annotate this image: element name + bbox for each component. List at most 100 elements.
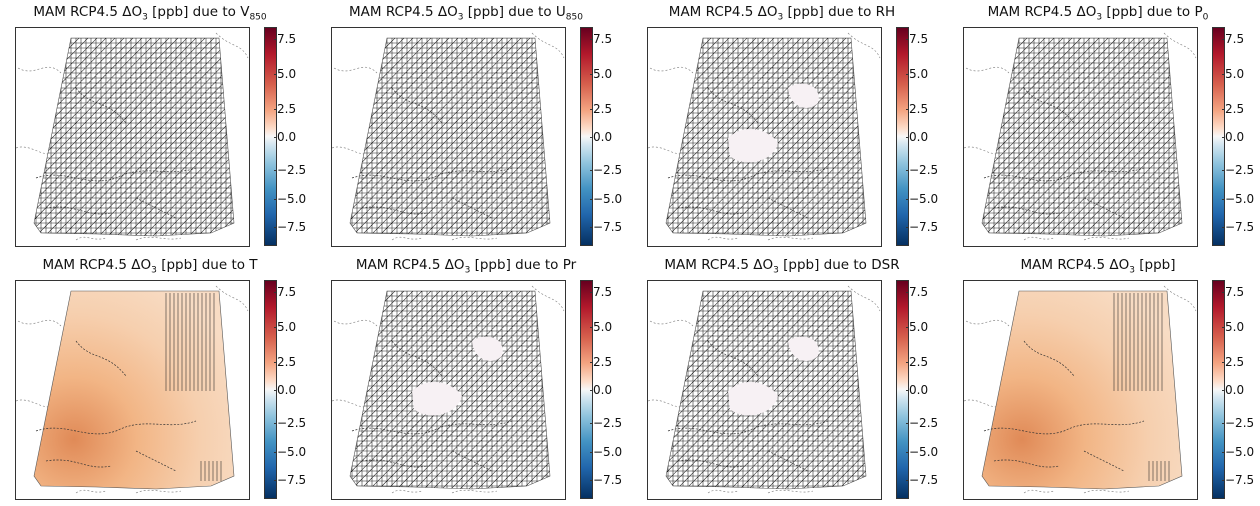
colorbar-tick-label: 2.5: [1221, 102, 1245, 116]
map-svg: [648, 32, 881, 241]
colorbar-tick-label: 2.5: [589, 102, 613, 116]
title-text: [ppb]: [1134, 257, 1176, 273]
title-text: MAM RCP4.5 ΔO: [1020, 257, 1130, 273]
significance-hatching: [165, 293, 222, 481]
colorbar-tick-label: −2.5: [1221, 416, 1255, 430]
title-subscript: 3: [464, 265, 471, 276]
title-text: [ppb] due to Pr: [470, 257, 577, 273]
coastline: [16, 285, 249, 494]
colorbar: [896, 27, 909, 246]
map-panel: MAM RCP4.5 ΔO3 [ppb] due to Pr 7.5 5.0 2.5 0…: [316, 253, 631, 506]
title-text: MAM RCP4.5 ΔO: [355, 257, 465, 273]
panel-title: MAM RCP4.5 ΔO3 [ppb]: [948, 257, 1248, 276]
map-panel: MAM RCP4.5 ΔO3 [ppb] due to T 7.5 5.0 2.5 0.…: [0, 253, 315, 506]
colorbar-tick-label: 5.0: [905, 67, 929, 81]
unhatched-region: [728, 83, 819, 163]
colorbar-tick-label: 0.0: [589, 130, 613, 144]
title-text: [ppb] due to V: [147, 4, 250, 20]
state-boundaries: [983, 340, 1145, 472]
title-subscript: 3: [457, 12, 464, 23]
colorbar-tick-label: 2.5: [905, 102, 929, 116]
title-text: [ppb] due to U: [463, 4, 566, 20]
colorbar-tick-label: 7.5: [589, 32, 613, 46]
colorbar-tick-label: 0.0: [273, 130, 297, 144]
colorbar-tick-label: −7.5: [1221, 473, 1255, 487]
title-subscript: 3: [151, 265, 157, 276]
significance-hatching: [1113, 293, 1170, 481]
colorbar-tick-label: −5.0: [273, 192, 307, 206]
hatch-lines: [1113, 293, 1170, 481]
colorbar-tick-label: 0.0: [1221, 130, 1245, 144]
map-panel: MAM RCP4.5 ΔO3 [ppb] due to RH 7.5 5.0 2.5 0…: [632, 0, 947, 253]
map-svg: [332, 285, 565, 494]
colorbar-tick-label: −5.0: [1221, 192, 1255, 206]
title-subscript: 850: [249, 12, 267, 23]
colorbar-tick-label: 7.5: [273, 32, 297, 46]
panel-title: MAM RCP4.5 ΔO3 [ppb] due to V850: [0, 4, 300, 23]
unhatched-region: [412, 336, 503, 416]
hatch-lines: [165, 293, 222, 481]
state-boundaries: [667, 340, 829, 472]
significance-hatching: [666, 291, 866, 489]
map-panel: MAM RCP4.5 ΔO3 [ppb] due to U850 7.5 5.0 2.…: [316, 0, 631, 253]
coastline: [964, 32, 1197, 241]
colorbar-tick-label: −2.5: [1221, 163, 1255, 177]
state-boundaries: [35, 340, 197, 472]
coastline: [648, 285, 881, 494]
title-subscript: 0: [1202, 12, 1209, 23]
significance-hatching: [350, 291, 550, 489]
coastline: [16, 32, 249, 241]
title-text: MAM RCP4.5 ΔO: [668, 4, 778, 20]
colorbar-tick-label: 7.5: [905, 32, 929, 46]
colorbar-tick-label: −5.0: [589, 192, 623, 206]
model-domain: [33, 290, 235, 490]
title-text: MAM RCP4.5 ΔO: [987, 4, 1097, 20]
colorbar-tick-label: −7.5: [273, 220, 307, 234]
map-area: [15, 280, 250, 500]
colorbar-tick-label: 0.0: [589, 383, 613, 397]
map-area: [963, 27, 1198, 247]
colorbar-tick-label: 5.0: [589, 320, 613, 334]
title-text: MAM RCP4.5 ΔO: [349, 4, 458, 20]
coastline: [332, 32, 565, 241]
map-panel: MAM RCP4.5 ΔO3 [ppb] due to V850 7.5 5.0 2.…: [0, 0, 315, 253]
map-area: [331, 27, 566, 247]
map-area: [331, 280, 566, 500]
state-boundaries: [983, 87, 1145, 219]
colorbar-tick-label: −2.5: [905, 416, 939, 430]
map-svg: [16, 32, 249, 241]
colorbar-tick-label: 5.0: [1221, 320, 1245, 334]
colorbar-tick-label: 7.5: [273, 285, 297, 299]
significance-hatching: [34, 38, 234, 236]
significance-hatching: [350, 38, 550, 236]
title-text: [ppb] due to RH: [783, 4, 896, 20]
map-svg: [964, 285, 1197, 494]
panel-title: MAM RCP4.5 ΔO3 [ppb] due to RH: [632, 4, 932, 23]
colorbar: [580, 280, 593, 499]
colorbar-tick-label: −7.5: [589, 220, 623, 234]
panel-title: MAM RCP4.5 ΔO3 [ppb] due to T: [0, 257, 300, 276]
colorbar-tick-label: −2.5: [589, 416, 623, 430]
colorbar-tick-label: 2.5: [273, 102, 297, 116]
colorbar-tick-label: 5.0: [589, 67, 613, 81]
colorbar: [896, 280, 909, 499]
colorbar-tick-label: 7.5: [1221, 32, 1245, 46]
map-area: [647, 27, 882, 247]
state-boundaries: [351, 87, 513, 219]
panel-title: MAM RCP4.5 ΔO3 [ppb] due to Pr: [316, 257, 616, 276]
colorbar-tick-label: −7.5: [905, 220, 939, 234]
panel-title: MAM RCP4.5 ΔO3 [ppb] due to P0: [948, 4, 1248, 23]
colorbar-tick-label: 2.5: [273, 355, 297, 369]
colorbar-tick-label: 0.0: [905, 130, 929, 144]
colorbar-tick-label: −5.0: [905, 192, 939, 206]
colorbar-tick-label: 0.0: [273, 383, 297, 397]
colorbar: [264, 27, 277, 246]
title-subscript: 3: [1096, 12, 1103, 23]
state-boundaries: [667, 87, 829, 219]
title-text: [ppb] due to P: [1102, 4, 1203, 20]
colorbar-tick-label: −2.5: [273, 163, 307, 177]
map-svg: [16, 285, 249, 494]
map-svg: [332, 32, 565, 241]
title-subscript: 3: [777, 12, 784, 23]
colorbar-tick-label: 2.5: [1221, 355, 1245, 369]
